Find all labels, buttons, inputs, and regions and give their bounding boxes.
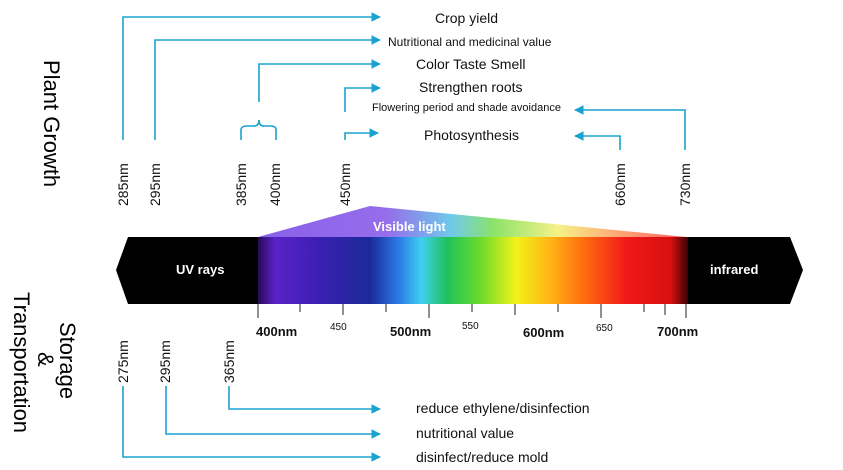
- storage-title-line1: Storage: [55, 322, 80, 399]
- scale-400nm: 400nm: [256, 324, 297, 339]
- wl-295: 295nm: [147, 163, 163, 206]
- scale-550: 550: [462, 321, 479, 332]
- storage-connector-295: [165, 386, 381, 439]
- connector-385-400: [258, 59, 381, 102]
- scale-ticks: [257, 304, 687, 318]
- wl-450: 450nm: [337, 163, 353, 206]
- storage-transportation-title: Storage & Transportation: [9, 292, 80, 433]
- storage-effect-ethylene: reduce ethylene/disinfection: [416, 400, 590, 416]
- connector-295: [154, 35, 381, 140]
- storage-wl-365: 365nm: [221, 340, 237, 383]
- connector-450-photo: [344, 128, 379, 140]
- connector-285: [122, 12, 381, 140]
- storage-title-line3: Transportation: [9, 292, 34, 433]
- effect-flowering-shade: Flowering period and shade avoidance: [372, 102, 561, 114]
- scale-700nm: 700nm: [657, 324, 698, 339]
- storage-connector-275: [122, 386, 381, 462]
- infrared-label: infrared: [710, 262, 758, 277]
- connector-450-roots: [344, 83, 381, 112]
- scale-500nm: 500nm: [390, 324, 431, 339]
- connector-730: [574, 105, 686, 150]
- storage-title-line2: &: [33, 352, 58, 367]
- bracket-385-400: [240, 119, 277, 140]
- connector-660: [574, 131, 621, 150]
- storage-wl-275: 275nm: [115, 340, 131, 383]
- storage-effect-nutritional: nutritional value: [416, 425, 514, 441]
- uv-rays-label: UV rays: [176, 262, 224, 277]
- effect-strengthen-roots: Strengthen roots: [419, 79, 523, 95]
- effect-crop-yield: Crop yield: [435, 10, 498, 26]
- visible-spectrum: [258, 237, 688, 304]
- effect-nutritional-medicinal: Nutritional and medicinal value: [388, 35, 552, 49]
- effect-photosynthesis: Photosynthesis: [424, 127, 519, 143]
- wl-400: 400nm: [267, 163, 283, 206]
- scale-650: 650: [596, 323, 613, 334]
- storage-connectors: [122, 386, 381, 462]
- storage-connector-365: [228, 386, 381, 414]
- plant-growth-connectors: [122, 12, 686, 150]
- wl-285: 285nm: [115, 163, 131, 206]
- wl-660: 660nm: [612, 163, 628, 206]
- wl-730: 730nm: [677, 163, 693, 206]
- plant-growth-title: Plant Growth: [39, 60, 64, 187]
- storage-wl-295: 295nm: [157, 340, 173, 383]
- wl-385: 385nm: [233, 163, 249, 206]
- visible-light-fan: [258, 206, 686, 237]
- effect-color-taste-smell: Color Taste Smell: [416, 56, 525, 72]
- visible-light-label: Visible light: [373, 219, 446, 234]
- scale-600nm: 600nm: [523, 325, 564, 340]
- storage-effect-mold: disinfect/reduce mold: [416, 449, 548, 465]
- scale-450: 450: [330, 322, 347, 333]
